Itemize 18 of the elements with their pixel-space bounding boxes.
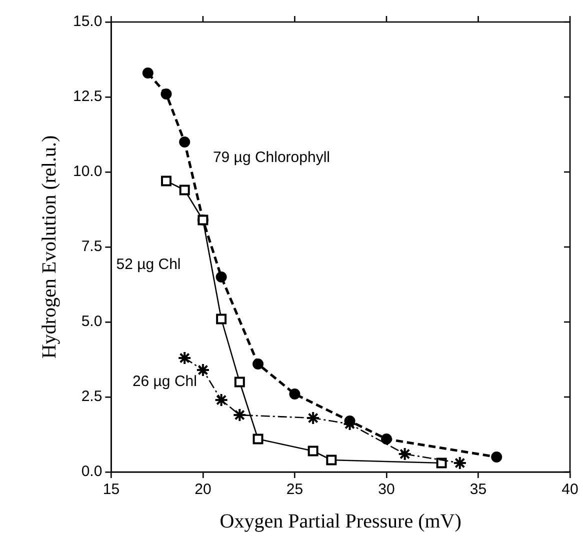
- series-label: 26 µg Chl: [132, 373, 197, 390]
- series-label: 52 µg Chl: [116, 256, 181, 274]
- y-tick-label: 7.5: [81, 238, 102, 256]
- y-tick-label: 2.5: [81, 388, 102, 406]
- y-tick-label: 15.0: [72, 13, 102, 30]
- x-axis-title: Oxygen Partial Pressure (mV): [220, 510, 462, 532]
- series-label: 79 µg Chlorophyll: [212, 149, 330, 166]
- x-tick-label: 20: [194, 481, 212, 498]
- y-tick-label: 12.5: [72, 88, 102, 106]
- y-axis-title: Hydrogen Evolution (rel.u.): [38, 135, 60, 359]
- x-tick-label: 25: [286, 481, 304, 498]
- x-tick-label: 35: [470, 481, 487, 498]
- x-tick-label: 15: [102, 481, 120, 498]
- y-tick-label: 0.0: [81, 463, 102, 480]
- x-tick-label: 30: [378, 481, 395, 498]
- x-tick-label: 40: [562, 481, 578, 498]
- y-tick-label: 5.0: [81, 313, 102, 330]
- y-tick-label: 10.0: [72, 163, 102, 180]
